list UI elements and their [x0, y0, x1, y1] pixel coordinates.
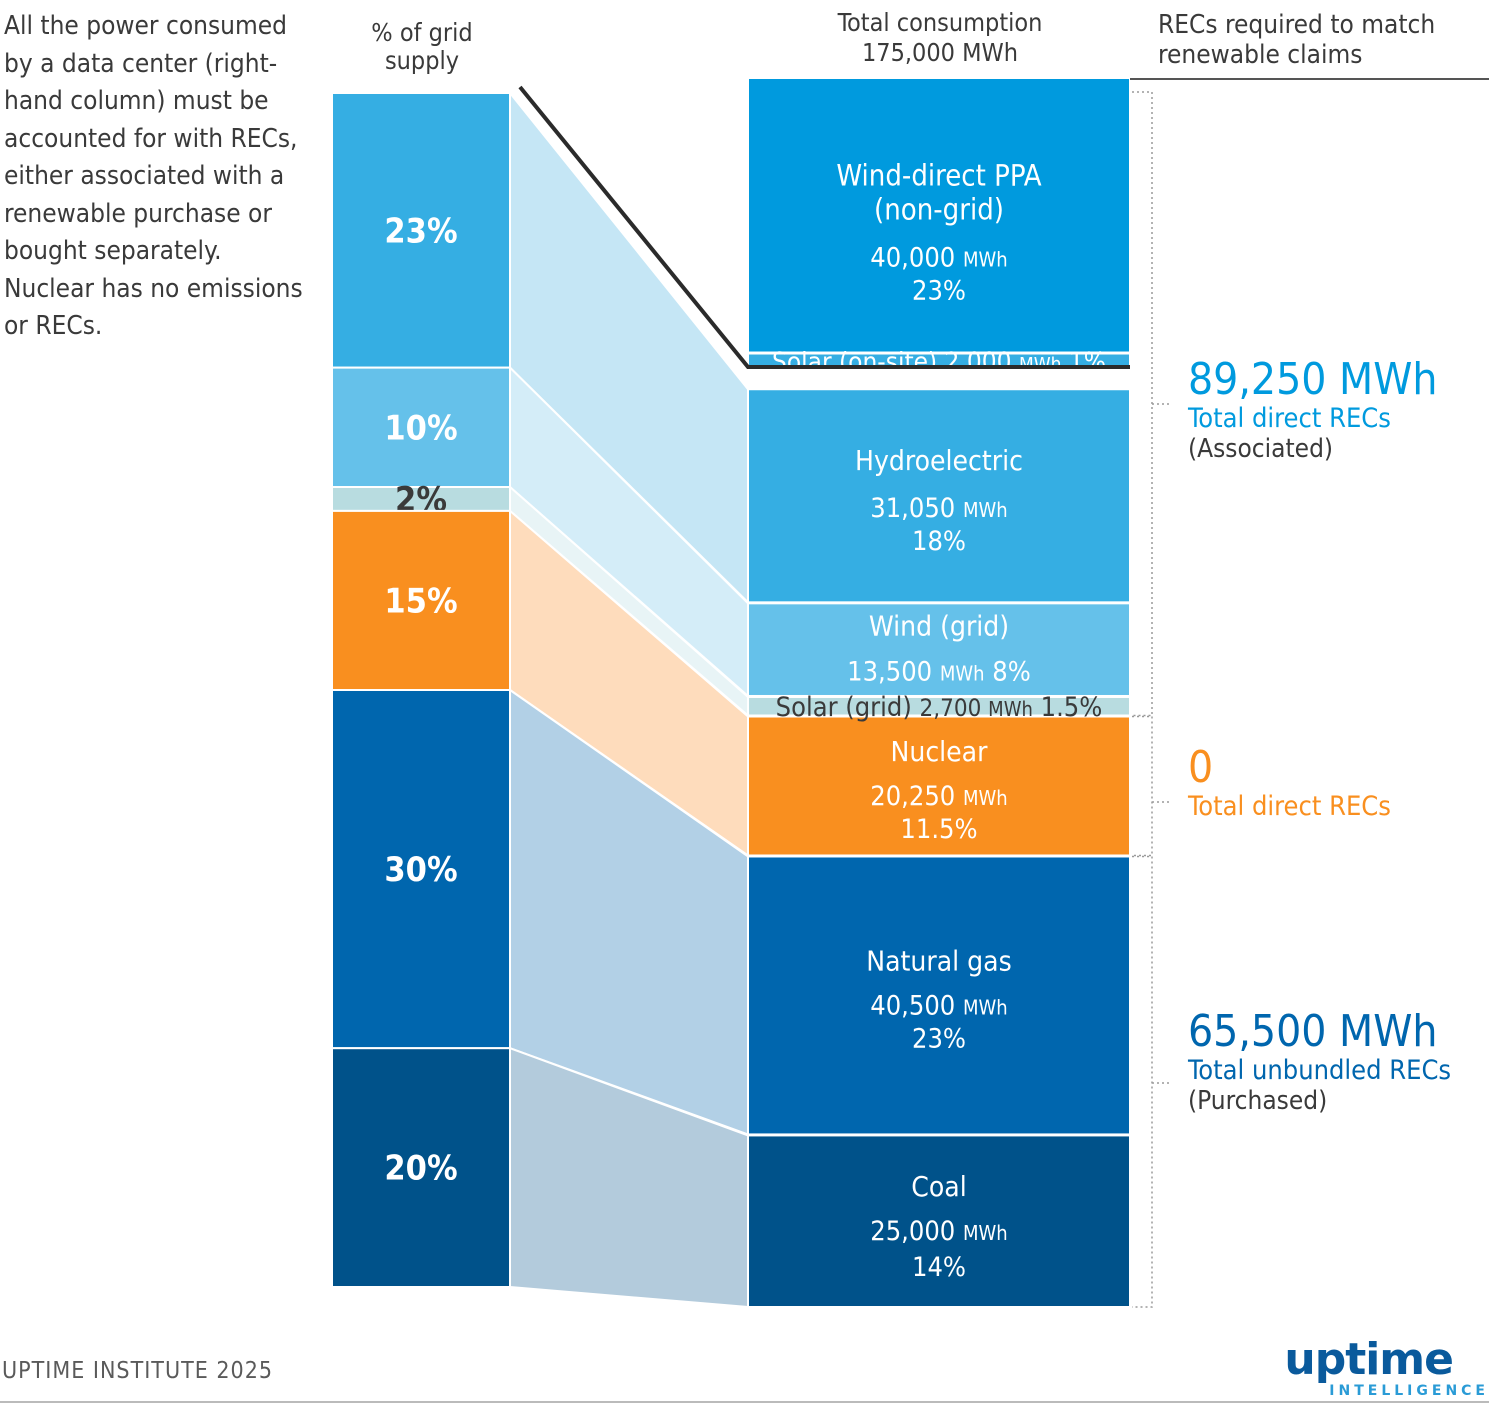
label-natural-gas-name: Natural gas [866, 944, 1011, 977]
uptime-logo: uptime INTELLIGENCE [1284, 1338, 1489, 1400]
grid-label-wind-low: 10% [384, 408, 457, 448]
bracket-associated [1132, 91, 1170, 717]
grid-supply-header-line1: % of grid [371, 18, 473, 47]
label-wind-direct-ppa-percent: 23% [912, 275, 966, 306]
label-hydroelectric-name: Hydroelectric [855, 444, 1023, 477]
grid-bar-nuclear [331, 509, 511, 691]
rec-purchased-value: 65,500 MWh [1188, 1006, 1438, 1057]
label-wind-direct-ppa-value: 40,000 MWh [870, 242, 1007, 273]
rec-associated-note: (Associated) [1188, 434, 1334, 464]
label-natural-gas-value: 40,500 MWh [870, 990, 1007, 1021]
logo-main-text: uptime [1284, 1334, 1454, 1385]
rec-purchased-note: (Purchased) [1188, 1086, 1328, 1116]
bracket-nuclear [1132, 715, 1170, 857]
label-coal-name: Coal [911, 1170, 966, 1203]
consumption-header-line2: 175,000 MWh [861, 38, 1019, 67]
grid-label-wind: 23% [384, 211, 457, 251]
label-hydroelectric-percent: 18% [912, 526, 966, 557]
rec-purchased-label: Total unbundled RECs [1188, 1055, 1452, 1086]
consumption-bar-wind-grid [747, 602, 1131, 697]
grid-bar-wind [331, 92, 511, 369]
grid-label-nuclear: 15% [384, 581, 457, 621]
label-coal-value: 25,000 MWh [870, 1216, 1007, 1247]
grid-bar-coal [331, 1047, 511, 1288]
rec-group-associated: 89,250 MWh Total direct RECs (Associated… [1188, 354, 1438, 465]
label-nuclear-value: 20,250 MWh [870, 781, 1007, 812]
consumption-header-line1: Total consumption [837, 8, 1043, 37]
grid-label-natural-gas: 30% [384, 850, 457, 890]
label-hydroelectric-value: 31,050 MWh [870, 493, 1007, 524]
grid-supply-header-line2: supply [384, 46, 460, 75]
label-wind-direct-ppa-sub: (non-grid) [874, 192, 1004, 226]
grid-label-coal: 20% [384, 1149, 457, 1189]
consumption-header: Total consumption 175,000 MWh [748, 8, 1132, 68]
rec-associated-value: 89,250 MWh [1188, 354, 1438, 405]
recs-header: RECs required to match renewable claims [1158, 10, 1488, 70]
direct-purchase-divider-line [518, 85, 1130, 369]
label-nuclear-name: Nuclear [891, 735, 989, 768]
rec-group-nuclear: 0 Total direct RECs [1188, 744, 1391, 822]
label-natural-gas-percent: 23% [912, 1023, 966, 1054]
logo-sub-text: INTELLIGENCE [1329, 1383, 1489, 1399]
consumption-bar-nuclear [747, 715, 1131, 857]
label-solar-on-site: Solar (on-site) 2,000 MWh 1% [772, 347, 1106, 377]
consumption-bar-wind-direct-ppa-non-grid [747, 77, 1131, 354]
rec-nuclear-label: Total direct RECs [1188, 791, 1391, 822]
rec-nuclear-value: 0 [1188, 742, 1214, 793]
rec-group-purchased: 65,500 MWh Total unbundled RECs (Purchas… [1188, 1006, 1452, 1117]
recs-header-line1: RECs required to match [1158, 10, 1436, 40]
footer-source: UPTIME INSTITUTE 2025 [2, 1358, 274, 1384]
rec-associated-label: Total direct RECs [1188, 403, 1391, 434]
recs-header-line2: renewable claims [1158, 40, 1363, 70]
label-solar-grid: Solar (grid) 2,700 MWh 1.5% [776, 692, 1103, 723]
consumption-bar-hydroelectric [747, 388, 1131, 604]
consumption-bar-coal [747, 1134, 1131, 1309]
consumption-bar-natural-gas [747, 855, 1131, 1136]
label-nuclear-percent: 11.5% [900, 814, 977, 845]
grid-bar-natural-gas [331, 689, 511, 1050]
label-wind-grid-name: Wind (grid) [869, 610, 1009, 643]
intro-text: All the power consumed by a data center … [4, 11, 303, 341]
grid-bar-wind-low [331, 366, 511, 489]
grid-supply-header: % of grid supply [330, 18, 514, 76]
label-wind-direct-ppa-name: Wind-direct PPA [836, 158, 1041, 192]
label-coal-percent: 14% [912, 1252, 966, 1283]
bracket-purchased [1132, 855, 1170, 1308]
label-wind-grid-value: 13,500 MWh 8% [847, 657, 1031, 688]
consumption-bar-solar-grid [747, 695, 1131, 717]
